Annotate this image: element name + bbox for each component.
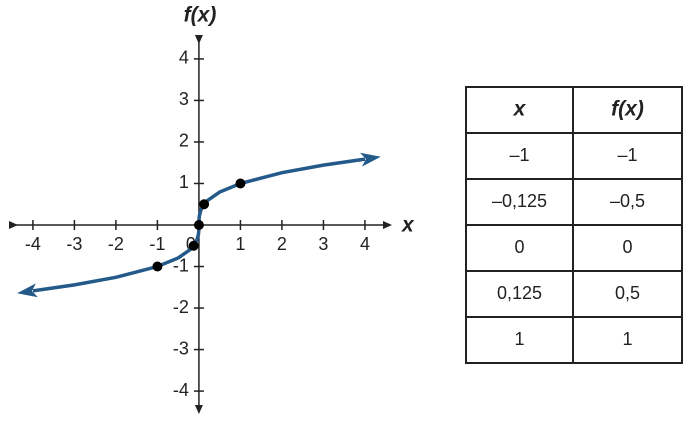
point (152, 261, 163, 272)
y-axis-label: f(x) (184, 4, 217, 27)
y-tick-label: -2 (173, 297, 189, 317)
x-tick-label: -2 (108, 234, 124, 254)
point (235, 178, 246, 189)
y-tick-label: 2 (179, 131, 189, 151)
x-tick-label: -1 (149, 234, 165, 254)
table-cell: –1 (617, 145, 637, 165)
table-cell: 0,125 (497, 283, 542, 303)
x-tick-label: -4 (25, 234, 41, 254)
x-axis-label: x (401, 214, 415, 237)
table-cell: –0,125 (492, 191, 547, 211)
table-cell: 0 (622, 237, 632, 257)
table-header: x (513, 98, 527, 121)
x-tick-label: 3 (318, 234, 328, 254)
y-tick-label: 3 (179, 89, 189, 109)
table-cell: 0 (514, 237, 524, 257)
x-tick-label: 1 (235, 234, 245, 254)
point (188, 240, 199, 251)
x-tick-label: 4 (360, 234, 370, 254)
table-cell: –0,5 (610, 191, 645, 211)
table-cell: –1 (509, 145, 529, 165)
y-tick-label: 1 (179, 172, 189, 192)
table-cell: 1 (514, 329, 524, 349)
x-tick-label: -3 (66, 234, 82, 254)
point (199, 199, 210, 210)
y-tick-label: -3 (173, 338, 189, 358)
x-tick-label: 2 (277, 234, 287, 254)
table-header: f(x) (611, 98, 644, 121)
y-tick-label: -4 (173, 380, 189, 400)
table-cell: 1 (622, 329, 632, 349)
y-tick-label: 4 (179, 48, 189, 68)
table-cell: 0,5 (615, 283, 640, 303)
point (193, 220, 204, 230)
